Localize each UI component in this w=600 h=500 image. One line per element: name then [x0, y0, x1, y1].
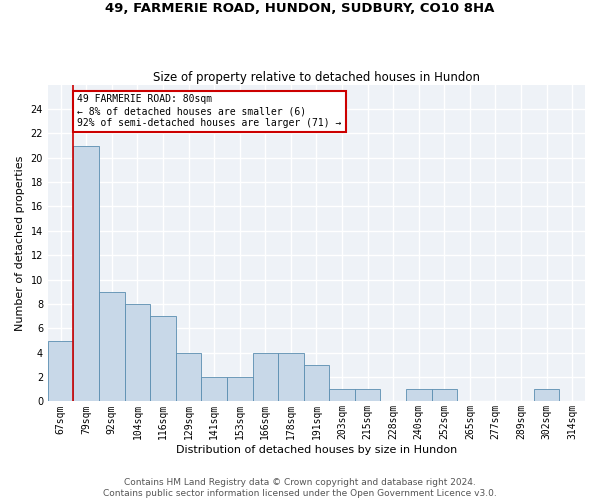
- Bar: [534, 389, 559, 402]
- Bar: [304, 365, 329, 402]
- Title: Size of property relative to detached houses in Hundon: Size of property relative to detached ho…: [153, 70, 480, 84]
- Bar: [125, 304, 150, 402]
- Bar: [431, 389, 457, 402]
- Bar: [202, 377, 227, 402]
- Text: 49 FARMERIE ROAD: 80sqm
← 8% of detached houses are smaller (6)
92% of semi-deta: 49 FARMERIE ROAD: 80sqm ← 8% of detached…: [77, 94, 342, 128]
- Bar: [406, 389, 431, 402]
- Bar: [150, 316, 176, 402]
- Text: Contains HM Land Registry data © Crown copyright and database right 2024.
Contai: Contains HM Land Registry data © Crown c…: [103, 478, 497, 498]
- Text: 49, FARMERIE ROAD, HUNDON, SUDBURY, CO10 8HA: 49, FARMERIE ROAD, HUNDON, SUDBURY, CO10…: [106, 2, 494, 16]
- Bar: [329, 389, 355, 402]
- Bar: [253, 352, 278, 402]
- Bar: [355, 389, 380, 402]
- Bar: [176, 352, 202, 402]
- Bar: [48, 340, 73, 402]
- Bar: [99, 292, 125, 402]
- Y-axis label: Number of detached properties: Number of detached properties: [15, 156, 25, 330]
- Bar: [278, 352, 304, 402]
- Bar: [227, 377, 253, 402]
- Bar: [73, 146, 99, 402]
- X-axis label: Distribution of detached houses by size in Hundon: Distribution of detached houses by size …: [176, 445, 457, 455]
